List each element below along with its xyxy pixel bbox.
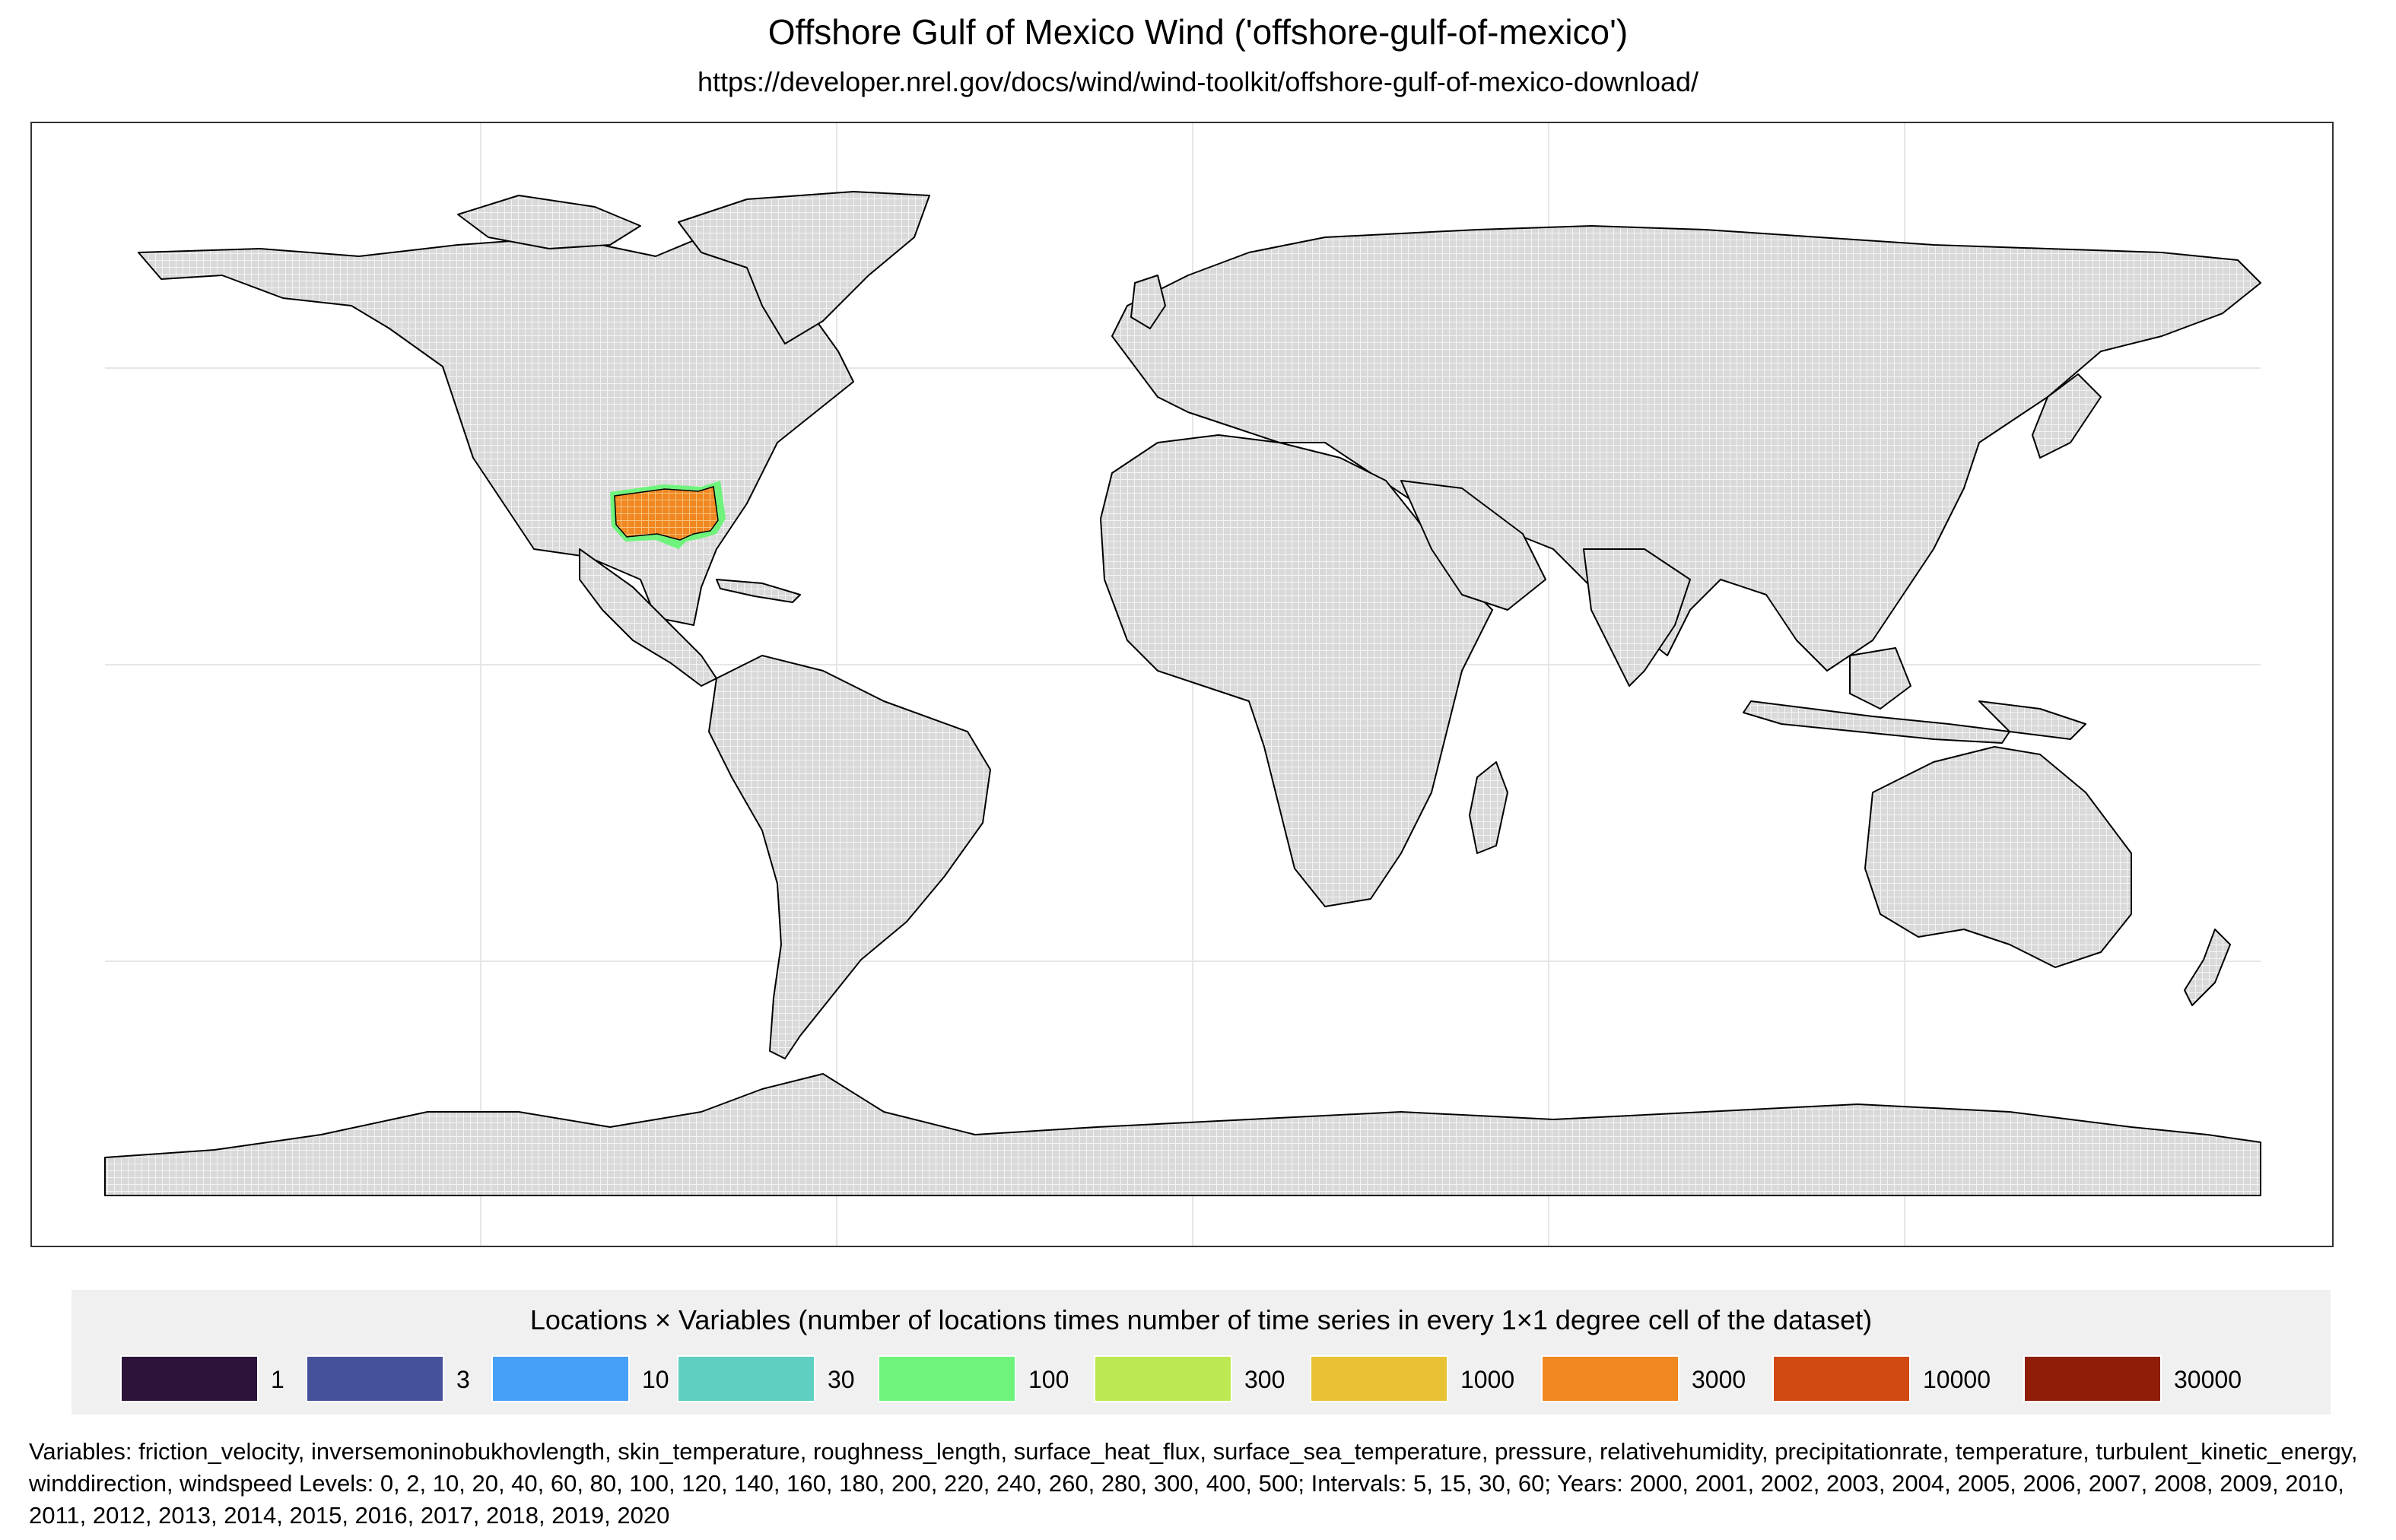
landmass-australia [1864,746,2132,968]
landmass-antarctica [104,1073,2261,1196]
world-map [104,123,2261,1246]
landmass-cuba [716,579,801,603]
landmass-borneo [1849,647,1911,710]
legend-label-1000: 1000 [1460,1366,1515,1393]
landmass-africa [1100,434,1493,907]
legend-label-3000: 3000 [1692,1366,1746,1393]
legend-swatch-3 [306,1355,444,1402]
legend-swatch-30 [677,1355,815,1402]
gulf-core-cells [614,486,719,541]
landmass-north-america [138,237,854,626]
landmass-india [1583,548,1691,687]
legend-swatch-300 [1094,1355,1232,1402]
landmass-british-isles [1130,275,1166,329]
landmass-indonesia [1743,700,2010,744]
legend-label-10000: 10000 [1923,1366,1991,1393]
legend-panel: Locations × Variables (number of locatio… [71,1290,2331,1415]
landmass-new-guinea [1978,700,2086,740]
landmass-central-america [579,548,717,687]
legend-title: Locations × Variables (number of locatio… [529,1304,1873,1335]
legend-swatch-3000 [1541,1355,1679,1402]
legend-swatch-10 [491,1355,630,1402]
legend-label-30: 30 [828,1366,855,1393]
landmass-arabia [1400,480,1546,611]
legend-swatch-1000 [1310,1355,1448,1402]
legend-label-1: 1 [271,1366,284,1393]
map-subtitle-url: https://developer.nrel.gov/docs/wind/win… [697,66,1699,97]
legend-label-30000: 30000 [2174,1366,2242,1393]
land-masses [104,191,2261,1196]
legend-swatch-1 [120,1355,259,1402]
legend-label-300: 300 [1244,1366,1285,1393]
landmass-japan [2032,373,2102,459]
gulf-of-mexico-data-cells [610,481,726,549]
landmass-arctic-islands [457,195,641,249]
world-map-panel [30,122,2334,1247]
legend-label-100: 100 [1028,1366,1069,1393]
map-title: Offshore Gulf of Mexico Wind ('offshore-… [767,12,1629,52]
legend-swatch-10000 [1772,1355,1911,1402]
legend-swatch-30000 [2023,1355,2162,1402]
legend-swatch-100 [878,1355,1016,1402]
dataset-caption: Variables: friction_velocity, inversemon… [29,1438,2358,1529]
landmass-eurasia [1111,225,2261,672]
landmass-south-america [708,655,991,1059]
landmass-greenland [678,191,930,345]
legend-label-10: 10 [642,1366,669,1393]
legend-label-3: 3 [456,1366,470,1393]
landmass-new-zealand [2184,929,2231,1006]
landmass-madagascar [1469,761,1508,854]
